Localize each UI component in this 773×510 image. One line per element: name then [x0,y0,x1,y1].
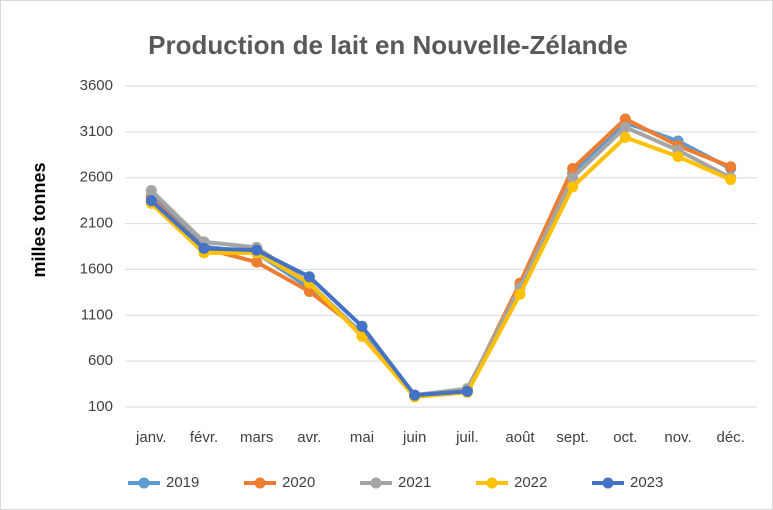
data-point [145,195,157,207]
legend-label: 2019 [166,474,199,491]
chart-title: Production de lait en Nouvelle-Zélande [148,30,628,60]
y-tick-label: 1600 [80,260,113,277]
legend-marker [138,477,150,489]
data-point [303,271,315,283]
x-tick-label: mai [350,429,374,446]
legend-label: 2021 [398,474,431,491]
x-tick-label: avr. [297,429,321,446]
y-tick-label: 100 [88,398,113,415]
legend-label: 2022 [514,474,547,491]
x-tick-label: févr. [190,429,218,446]
data-point [672,151,684,163]
y-tick-label: 2600 [80,169,113,186]
x-tick-label: nov. [664,429,691,446]
legend-marker [486,477,498,489]
x-tick-label: juin [402,429,426,446]
x-tick-label: mars [240,429,273,446]
data-point [725,161,737,173]
data-point [251,244,263,256]
y-tick-label: 600 [88,352,113,369]
data-point [619,113,631,125]
data-point [461,385,473,397]
legend-marker [254,477,266,489]
data-point [619,131,631,143]
legend-label: 2020 [282,474,315,491]
y-tick-label: 3600 [80,77,113,94]
data-point [356,330,368,342]
x-tick-label: août [505,429,535,446]
data-point [725,174,737,186]
data-point [145,185,157,197]
data-point [514,288,526,300]
legend-marker [602,477,614,489]
y-tick-label: 3100 [80,123,113,140]
x-tick-label: oct. [613,429,637,446]
data-point [567,181,579,193]
y-tick-label: 2100 [80,215,113,232]
data-point [567,163,579,175]
x-tick-label: sept. [556,429,589,446]
legend-label: 2023 [630,474,663,491]
data-point [619,121,631,133]
x-tick-label: janv. [135,429,167,446]
y-axis-label: milles tonnes [29,162,49,277]
x-tick-label: juil. [455,429,479,446]
x-tick-label: déc. [716,429,744,446]
data-point [251,256,263,268]
y-tick-label: 1100 [81,306,113,323]
data-point [198,242,210,254]
data-point [567,172,579,184]
data-point [409,389,421,401]
legend-marker [370,477,382,489]
data-point [356,320,368,332]
